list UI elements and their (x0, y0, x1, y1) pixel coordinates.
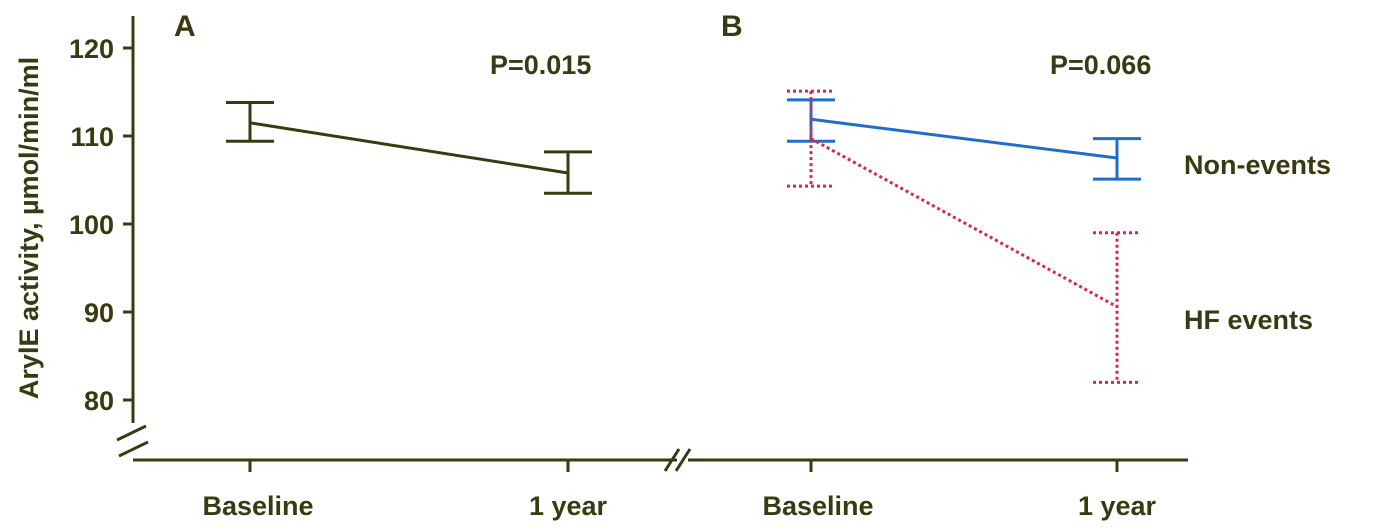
x-tick-b-baseline: Baseline (762, 491, 873, 521)
panel-a-series-point (566, 171, 570, 175)
panel-a-series-line (249, 121, 569, 175)
y-axis-break-mark (116, 424, 147, 442)
y-axis-break-mark (118, 440, 149, 458)
panel-a-label: A (174, 10, 196, 43)
y-tick-label: 80 (84, 386, 114, 416)
axes: 80 90 100 110 120 (69, 16, 1188, 472)
y-axis-label: ArylE activity, µmol/min/ml (14, 57, 44, 399)
chart-marks (226, 89, 1141, 384)
panel-b-label: B (721, 10, 743, 43)
x-tick-a-baseline: Baseline (202, 491, 313, 521)
y-tick-label: 100 (69, 210, 114, 240)
hf-events-point (1115, 305, 1119, 309)
panel-b-p-value: P=0.066 (1050, 50, 1151, 80)
x-axis-break-mark (674, 448, 692, 472)
panel-a-series-point (248, 121, 252, 125)
non-events-point (809, 117, 813, 121)
x-tick-b-1year: 1 year (1078, 491, 1157, 521)
hf-events-point (809, 137, 813, 141)
legend-hf-events: HF events (1184, 305, 1313, 335)
y-tick-label: 110 (70, 122, 114, 152)
hf-events-line (810, 137, 1118, 309)
x-tick-a-1year: 1 year (529, 491, 608, 521)
legend-non-events: Non-events (1184, 150, 1331, 180)
non-events-point (1115, 156, 1119, 160)
y-tick-label: 120 (69, 34, 114, 64)
y-tick-label: 90 (84, 298, 114, 328)
x-axis-break-mark (663, 448, 681, 472)
panel-a-p-value: P=0.015 (490, 50, 591, 80)
non-events-line (810, 117, 1118, 160)
